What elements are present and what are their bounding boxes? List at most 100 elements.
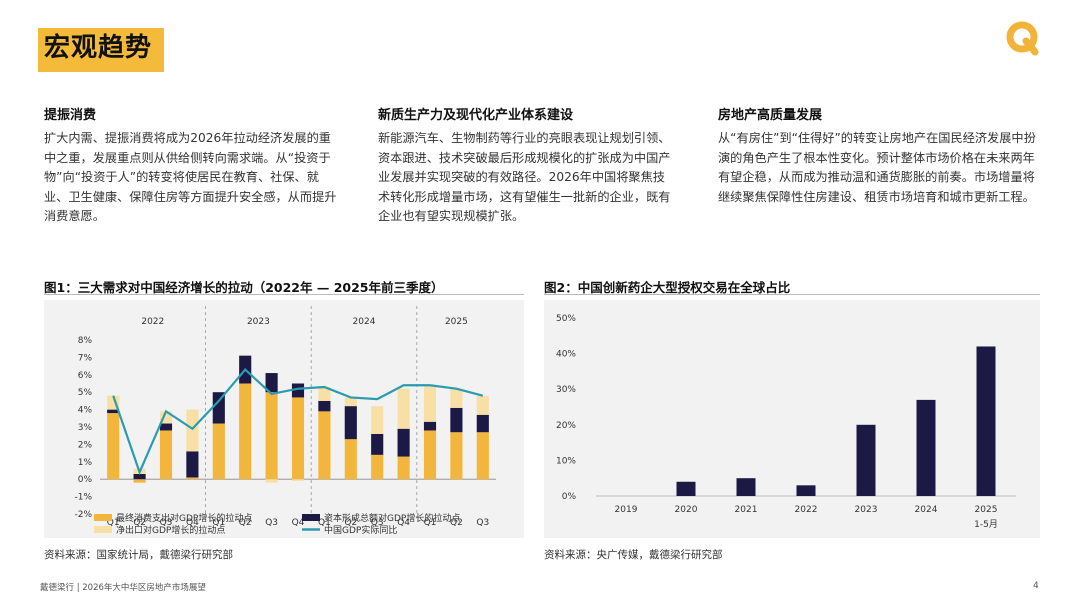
column-heading: 房地产高质量发展 <box>718 108 823 123</box>
legend-swatch <box>302 514 320 521</box>
y-tick-label: 3% <box>78 423 93 433</box>
chart-background <box>544 300 1040 538</box>
bar-segment <box>476 414 489 433</box>
bar-segment <box>476 432 489 480</box>
y-tick-label: 8% <box>78 336 93 346</box>
x-tick-label: Q2 <box>450 518 463 528</box>
bar-segment <box>318 411 331 480</box>
y-tick-label: 5% <box>78 388 93 398</box>
y-tick-label: -2% <box>74 510 92 520</box>
x-tick-label: 2024 <box>915 505 938 515</box>
bar <box>676 481 696 496</box>
legend-label: 中国GDP实际同比 <box>324 524 397 536</box>
bar-segment <box>397 388 410 429</box>
figure1-title: 图1：三大需求对中国经济增长的拉动（2022年 — 2025年前三季度） <box>44 280 444 295</box>
bar <box>796 485 816 496</box>
bar-segment <box>423 421 437 431</box>
column-heading: 新质生产力及现代化产业体系建设 <box>378 108 574 123</box>
y-tick-label: 0% <box>78 475 93 485</box>
y-tick-label: 6% <box>78 371 93 381</box>
bar-segment <box>476 395 489 415</box>
x-tick-label: Q4 <box>186 518 199 528</box>
bar-segment <box>212 423 225 480</box>
x-tick-label: 2022 <box>795 505 818 515</box>
bar <box>736 478 756 496</box>
bar-segment <box>265 479 278 483</box>
legend-label: 最终消费支出对GDP增长的拉动点 <box>116 512 252 524</box>
bar-segment <box>239 383 252 480</box>
bar-segment <box>159 430 173 480</box>
x-tick-label: 2025 <box>975 505 998 515</box>
x-tick-label: Q4 <box>397 518 410 528</box>
chart-background <box>44 300 524 538</box>
year-label: 2024 <box>353 317 376 327</box>
legend-label: 净出口对GDP增长的拉动点 <box>116 524 225 536</box>
figure1-chart: -2% -1% 0% 1% 2% 3% 4% 5% 6% 7% 8% 2022 2023 2024 2025… <box>44 300 524 538</box>
x-tick-note: 1-5月 <box>974 519 998 530</box>
bar-segment <box>450 388 463 408</box>
page-number: 4 <box>1033 581 1039 591</box>
figure2-chart: 0% 10% 20% 30% 40% 50% 2019 2020 2021 2022 2023 202… <box>544 300 1040 538</box>
bar-segment <box>450 407 463 433</box>
bar-segment <box>186 451 199 478</box>
figure2-title: 图2：中国创新药企大型授权交易在全球占比 <box>544 280 791 295</box>
x-tick-label: Q1 <box>107 518 120 528</box>
title-underline <box>38 70 164 72</box>
y-tick-label: 40% <box>556 350 576 360</box>
x-tick-label: Q2 <box>133 518 146 528</box>
bar-segment <box>186 477 199 480</box>
figure2-source: 资料来源：央广传媒，戴德梁行研究部 <box>544 549 723 561</box>
bar-segment <box>423 430 437 480</box>
x-tick-label: Q2 <box>344 518 357 528</box>
legend-swatch <box>94 514 112 521</box>
bar-segment <box>107 409 120 414</box>
column-body: 从“有房住”到“住得好”的转变让房地产在国民经济发展中扮演的角色产生了根本性变化… <box>718 131 1036 204</box>
bar <box>856 424 876 496</box>
bar-segment <box>318 400 331 412</box>
page-title: 宏观趋势 <box>44 33 153 63</box>
bar-segment <box>397 428 410 457</box>
y-tick-label: 7% <box>78 353 93 363</box>
column-consumption: 提振消费 扩大内需、提振消费将成为2026年拉动经济发展的重中之重，发展重点则从… <box>44 104 342 227</box>
y-tick-label: 4% <box>78 406 93 416</box>
y-tick-label: 10% <box>556 456 576 466</box>
column-body: 扩大内需、提振消费将成为2026年拉动经济发展的重中之重，发展重点则从供给侧转向… <box>44 131 337 223</box>
bar-segment <box>291 397 305 480</box>
year-label: 2025 <box>445 317 468 327</box>
y-tick-label: -1% <box>74 493 92 503</box>
figure1-source: 资料来源：国家统计局，戴德梁行研究部 <box>44 549 233 561</box>
figure1-rule <box>44 294 524 295</box>
bar-segment <box>265 373 278 393</box>
x-tick-label: Q3 <box>265 518 278 528</box>
bar-segment <box>344 439 357 480</box>
y-tick-label: 0% <box>562 492 577 502</box>
x-tick-label: Q1 <box>212 518 225 528</box>
y-tick-label: 30% <box>556 385 576 395</box>
bar-segment <box>344 397 357 407</box>
y-tick-label: 2% <box>78 440 93 450</box>
column-heading: 提振消费 <box>44 108 97 123</box>
bar-segment <box>186 409 199 452</box>
bar-segment <box>133 479 146 483</box>
orange-q-logo-icon <box>1006 21 1039 56</box>
x-tick-label: Q3 <box>371 518 384 528</box>
x-tick-label: 2021 <box>735 505 758 515</box>
y-tick-label: 50% <box>556 314 576 324</box>
column-body: 新能源汽车、生物制药等行业的亮眼表现让规划引领、资本跟进、技术突破最后形成规模化… <box>378 131 671 223</box>
y-tick-label: 1% <box>78 458 93 468</box>
bar-segment <box>397 456 410 480</box>
x-tick-label: 2020 <box>675 505 698 515</box>
legend-label: 资本形成总额对GDP增长的拉动点 <box>324 512 460 524</box>
x-tick-label: 2023 <box>855 505 878 515</box>
x-tick-label: Q1 <box>318 518 331 528</box>
bar <box>916 399 936 496</box>
x-tick-label: Q3 <box>160 518 173 528</box>
footer-text: 戴德梁行 | 2026年大中华区房地产市场展望 <box>40 583 206 593</box>
bar-segment <box>291 479 305 481</box>
bar-segment <box>265 392 278 480</box>
legend-swatch <box>94 526 112 533</box>
bar-segment <box>371 454 384 480</box>
x-tick-label: Q4 <box>292 518 305 528</box>
year-label: 2023 <box>247 317 270 327</box>
gdp-line <box>112 367 484 476</box>
